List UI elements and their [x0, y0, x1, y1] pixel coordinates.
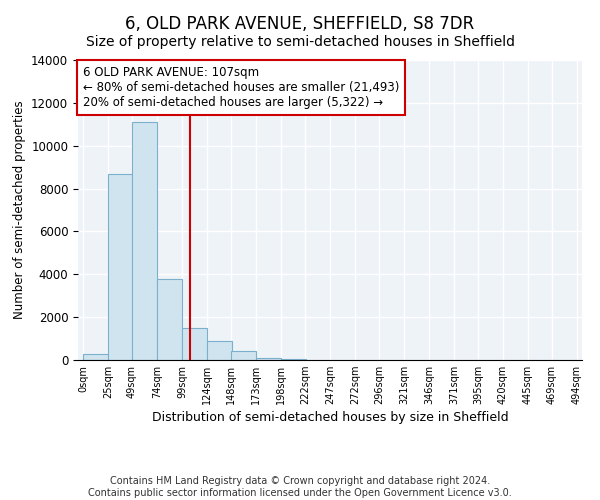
Text: Size of property relative to semi-detached houses in Sheffield: Size of property relative to semi-detach… — [86, 35, 515, 49]
Bar — [108, 174, 133, 360]
Bar — [83, 354, 107, 360]
Bar — [207, 340, 232, 360]
Y-axis label: Number of semi-detached properties: Number of semi-detached properties — [13, 100, 26, 320]
X-axis label: Distribution of semi-detached houses by size in Sheffield: Distribution of semi-detached houses by … — [152, 412, 508, 424]
Bar — [256, 358, 281, 360]
Text: Contains HM Land Registry data © Crown copyright and database right 2024.
Contai: Contains HM Land Registry data © Crown c… — [88, 476, 512, 498]
Bar — [281, 359, 305, 360]
Bar — [157, 278, 182, 360]
Text: 6 OLD PARK AVENUE: 107sqm
← 80% of semi-detached houses are smaller (21,493)
20%: 6 OLD PARK AVENUE: 107sqm ← 80% of semi-… — [83, 66, 400, 109]
Text: 6, OLD PARK AVENUE, SHEFFIELD, S8 7DR: 6, OLD PARK AVENUE, SHEFFIELD, S8 7DR — [125, 15, 475, 33]
Bar — [182, 328, 206, 360]
Bar — [231, 352, 256, 360]
Bar — [132, 122, 157, 360]
